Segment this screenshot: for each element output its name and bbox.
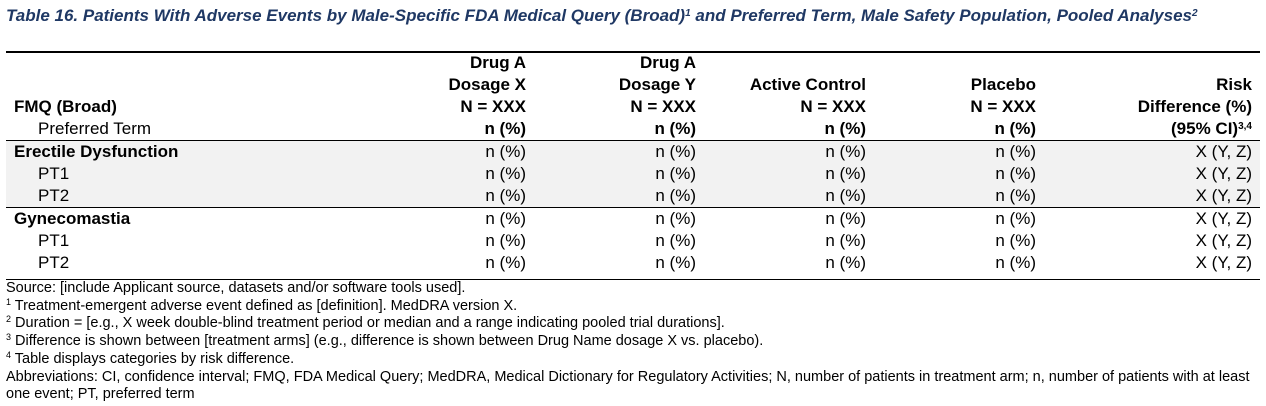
footnote-4-mark: 4 [6, 349, 12, 360]
col3-line2: N = XXX [800, 97, 866, 116]
footnotes: Source: [include Applicant source, datas… [6, 280, 1260, 404]
cell: n (%) [825, 209, 866, 228]
cell: n (%) [995, 142, 1036, 161]
table-row: PT2 n (%) n (%) n (%) n (%) X (Y, Z) [6, 252, 1260, 274]
col4-line1: Placebo [970, 75, 1036, 94]
table-row: Erectile Dysfunction n (%) n (%) n (%) n… [6, 140, 1260, 163]
col-header-fmq: FMQ (Broad) Preferred Term [6, 52, 406, 140]
footnote-2-mark: 2 [6, 314, 12, 325]
cell: n (%) [485, 142, 526, 161]
cell: n (%) [874, 185, 1044, 208]
cell: n (%) [655, 253, 696, 272]
col-header-drug-a-y: Drug A Dosage Y N = XXX n (%) [534, 52, 704, 140]
row-label: Erectile Dysfunction [14, 142, 179, 161]
col-header-placebo: Placebo N = XXX n (%) [874, 52, 1044, 140]
col1-line2: Dosage X [448, 75, 526, 94]
cell: X (Y, Z) [1195, 164, 1252, 183]
table-title: Table 16. Patients With Adverse Events b… [6, 6, 1260, 26]
footnote-1-text: Treatment-emergent adverse event defined… [11, 297, 518, 314]
cell: n (%) [825, 164, 866, 183]
table-title-text-2: and Preferred Term, Male Safety Populati… [690, 6, 1192, 25]
footnote-3: 3 Difference is shown between [treatment… [6, 333, 1260, 351]
col4-line3: n (%) [994, 119, 1036, 138]
col3-line1: Active Control [749, 75, 866, 94]
footnote-abbreviations: Abbreviations: CI, confidence interval; … [6, 368, 1250, 403]
cell: n (%) [995, 164, 1036, 183]
table-row: Gynecomastia n (%) n (%) n (%) n (%) X (… [6, 208, 1260, 231]
col5-ci-label: (95% CI) [1171, 119, 1239, 138]
cell: n (%) [655, 231, 696, 250]
cell: n (%) [485, 253, 526, 272]
table-row: PT1 n (%) n (%) n (%) n (%) X (Y, Z) [6, 230, 1260, 252]
footnote-4: 4 Table displays categories by risk diff… [6, 349, 1260, 369]
cell: X (Y, Z) [1044, 185, 1260, 208]
cell: n (%) [704, 185, 874, 208]
cell: n (%) [655, 164, 696, 183]
col4-line2: N = XXX [970, 97, 1036, 116]
footnote-source: Source: [include Applicant source, datas… [6, 280, 466, 296]
col5-footnote-mark: 3,4 [1238, 121, 1252, 132]
table-row: PT1 n (%) n (%) n (%) n (%) X (Y, Z) [6, 163, 1260, 185]
row-label: PT1 [38, 231, 70, 250]
col1-line1: Drug A [469, 53, 526, 72]
col-header-active-control: Active Control N = XXX n (%) [704, 52, 874, 140]
col3-line3: n (%) [824, 119, 866, 138]
col2-line4: n (%) [654, 119, 696, 138]
fmq-header-label: FMQ (Broad) [14, 97, 117, 116]
cell: n (%) [825, 231, 866, 250]
cell: n (%) [485, 164, 526, 183]
cell: n (%) [485, 231, 526, 250]
col5-line1: Risk [1216, 75, 1252, 94]
footnote-3-mark: 3 [6, 332, 12, 343]
cell: n (%) [655, 209, 696, 228]
title-footnote-mark-2: 2 [1191, 8, 1198, 19]
cell: n (%) [534, 185, 704, 208]
col2-line1: Drug A [639, 53, 696, 72]
cell: n (%) [995, 209, 1036, 228]
table-top-rule [6, 51, 1260, 53]
footnote-1: 1 Treatment-emergent adverse event defin… [6, 296, 1260, 316]
cell: n (%) [825, 142, 866, 161]
footnote-3-text: Difference is shown between [treatment a… [11, 333, 764, 350]
footnote-2: 2 Duration = [e.g., X week double-blind … [6, 315, 1260, 333]
col-header-drug-a-x: Drug A Dosage X N = XXX n (%) [406, 52, 534, 140]
footnote-2-text: Duration = [e.g., X week double-blind tr… [11, 315, 725, 332]
cell: n (%) [485, 209, 526, 228]
cell: n (%) [406, 185, 534, 208]
row-label: Gynecomastia [14, 209, 131, 228]
col1-line3: N = XXX [460, 97, 526, 116]
footnote-1-mark: 1 [6, 296, 12, 307]
footnote-4-text: Table displays categories by risk differ… [11, 350, 295, 367]
col5-line3: (95% CI)3,4 [1052, 118, 1252, 140]
col1-line4: n (%) [484, 119, 526, 138]
row-label: PT2 [6, 185, 406, 208]
col2-line3: N = XXX [630, 97, 696, 116]
row-label: PT1 [38, 164, 70, 183]
col2-line2: Dosage Y [618, 75, 696, 94]
title-footnote-mark: 1 [685, 8, 691, 19]
adverse-events-table: FMQ (Broad) Preferred Term Drug A Dosage… [6, 52, 1260, 274]
cell: n (%) [655, 142, 696, 161]
cell: X (Y, Z) [1195, 231, 1252, 250]
col5-line2: Difference (%) [1137, 97, 1252, 116]
cell: X (Y, Z) [1195, 142, 1252, 161]
cell: n (%) [995, 231, 1036, 250]
table-row: PT2 n (%) n (%) n (%) n (%) X (Y, Z) [6, 185, 1260, 208]
cell: X (Y, Z) [1195, 253, 1252, 272]
col-header-risk-difference: Risk Difference (%) (95% CI)3,4 [1044, 52, 1260, 140]
row-label: PT2 [38, 253, 70, 272]
pt-header-label: Preferred Term [38, 119, 152, 138]
cell: X (Y, Z) [1195, 209, 1252, 228]
table-title-text: Table 16. Patients With Adverse Events b… [6, 6, 686, 25]
table-bottom-rule [6, 279, 1260, 280]
cell: n (%) [825, 253, 866, 272]
cell: n (%) [995, 253, 1036, 272]
